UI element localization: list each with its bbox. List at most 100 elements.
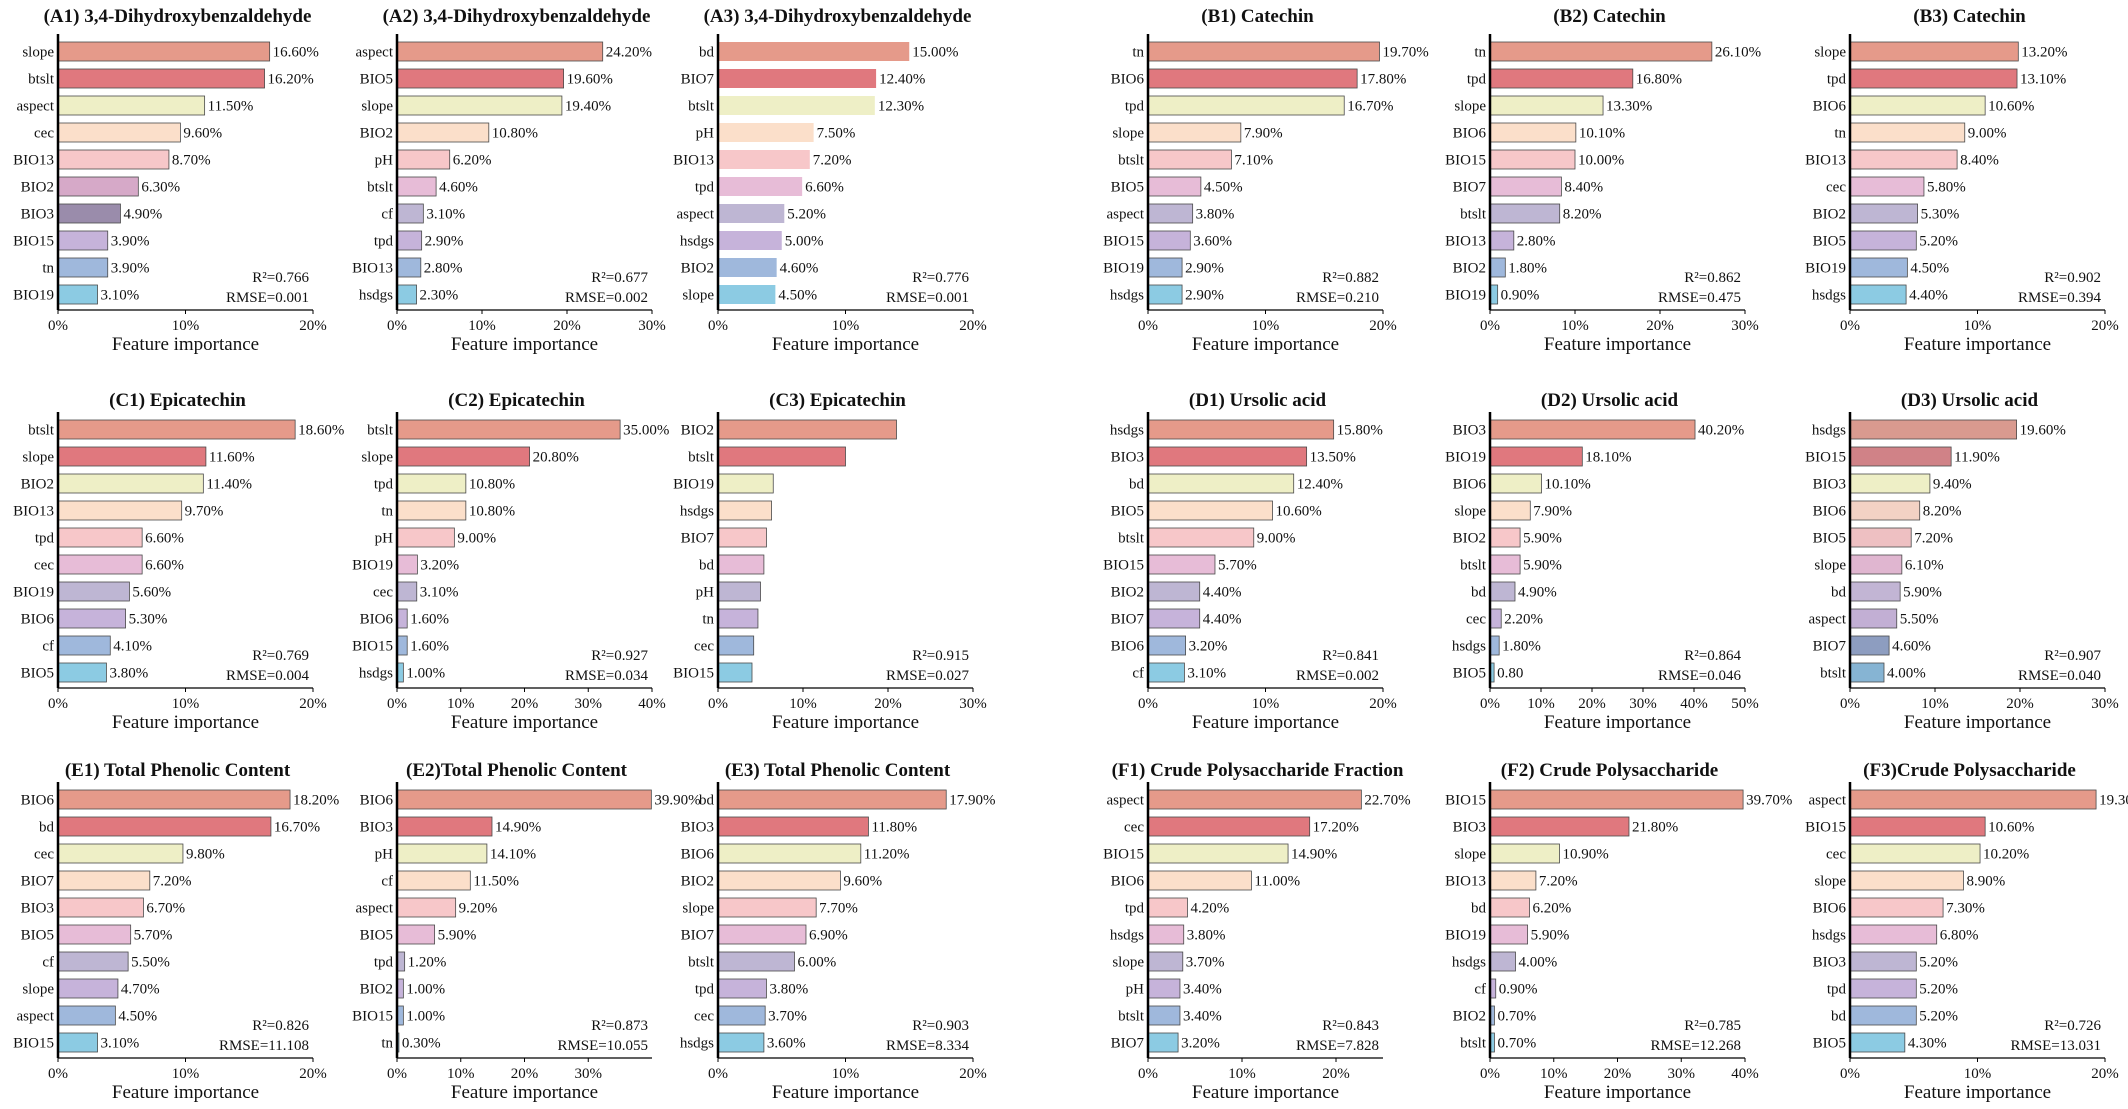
bar bbox=[717, 527, 767, 548]
bar bbox=[396, 608, 408, 629]
bar bbox=[57, 581, 130, 602]
bar bbox=[717, 978, 767, 999]
category-label: tpd bbox=[1467, 72, 1487, 88]
x-tick-label: 20% bbox=[553, 318, 581, 334]
panel-e3: (E3) Total Phenolic Content bd 17.90% BIO3 1… bbox=[680, 760, 996, 1103]
value-label: 2.90% bbox=[1185, 288, 1224, 304]
bar bbox=[396, 789, 652, 810]
x-tick-label: 10% bbox=[447, 1066, 475, 1082]
value-label: 5.60% bbox=[132, 585, 171, 601]
category-label: BIO6 bbox=[1813, 901, 1847, 917]
value-label: 2.90% bbox=[425, 234, 464, 250]
value-label: 1.60% bbox=[410, 639, 449, 655]
x-tick-label: 40% bbox=[1680, 696, 1708, 712]
value-label: 3.70% bbox=[1186, 955, 1225, 971]
category-label: BIO5 bbox=[1813, 234, 1846, 250]
rmse-label: RMSE=0.001 bbox=[226, 290, 309, 306]
value-label: 9.70% bbox=[185, 504, 224, 520]
value-label: 11.50% bbox=[473, 874, 519, 890]
x-tick-label: 30% bbox=[1668, 1066, 1696, 1082]
bar bbox=[1489, 951, 1516, 972]
value-label: 10.80% bbox=[469, 477, 515, 493]
r2-label: R²=0.769 bbox=[252, 648, 309, 664]
category-label: slope bbox=[22, 982, 54, 998]
panel-b2: (B2) Catechin tn 26.10% tpd 16.80% slope 13.30… bbox=[1445, 6, 1761, 355]
category-label: btslt bbox=[688, 450, 715, 466]
value-label: 18.20% bbox=[293, 793, 339, 809]
category-label: cec bbox=[34, 847, 54, 863]
bar bbox=[717, 419, 897, 440]
bar bbox=[396, 203, 424, 224]
r2-label: R²=0.726 bbox=[2044, 1018, 2101, 1034]
category-label: BIO2 bbox=[1453, 531, 1486, 547]
category-label: slope bbox=[361, 99, 393, 115]
panel-title: (F1) Crude Polysaccharide Fraction bbox=[1112, 760, 1404, 781]
category-label: bd bbox=[699, 793, 715, 809]
bar bbox=[1849, 816, 1986, 837]
x-tick-label: 10% bbox=[1252, 696, 1280, 712]
value-label: 13.50% bbox=[1310, 450, 1356, 466]
bar bbox=[1147, 149, 1232, 170]
bar bbox=[57, 527, 143, 548]
r2-label: R²=0.907 bbox=[2044, 648, 2101, 664]
value-label: 4.90% bbox=[1518, 585, 1557, 601]
value-label: 6.90% bbox=[809, 928, 848, 944]
bar bbox=[1147, 554, 1216, 575]
value-label: 5.30% bbox=[129, 612, 168, 628]
value-label: 9.40% bbox=[1933, 477, 1972, 493]
x-tick-label: 20% bbox=[1322, 1066, 1350, 1082]
bar bbox=[57, 95, 206, 116]
rmse-label: RMSE=11.108 bbox=[219, 1038, 309, 1054]
category-label: BIO19 bbox=[673, 477, 714, 493]
bar bbox=[717, 446, 846, 467]
bar bbox=[396, 554, 418, 575]
x-tick-label: 0% bbox=[387, 1066, 407, 1082]
bar bbox=[1489, 789, 1744, 810]
value-label: 7.90% bbox=[1533, 504, 1572, 520]
r2-label: R²=0.927 bbox=[591, 648, 648, 664]
bar bbox=[1849, 230, 1917, 251]
x-tick-label: 0% bbox=[1840, 1066, 1860, 1082]
value-label: 13.30% bbox=[1606, 99, 1652, 115]
bar bbox=[57, 554, 143, 575]
bar bbox=[1147, 816, 1311, 837]
panel-c2: (C2) Epicatechin btslt 35.00% slope 20.80% tp… bbox=[352, 390, 669, 733]
x-axis-title: Feature importance bbox=[1904, 334, 2051, 355]
bar bbox=[1489, 446, 1583, 467]
bar bbox=[717, 1032, 765, 1053]
bar bbox=[57, 897, 144, 918]
x-axis-title: Feature importance bbox=[1192, 1082, 1339, 1103]
panel-title: (B3) Catechin bbox=[1913, 6, 2026, 27]
value-label: 3.90% bbox=[111, 234, 150, 250]
category-label: BIO13 bbox=[1805, 153, 1846, 169]
x-axis-title: Feature importance bbox=[1904, 1082, 2051, 1103]
category-label: BIO7 bbox=[21, 874, 55, 890]
category-label: hsdgs bbox=[1110, 423, 1144, 439]
bar bbox=[717, 870, 841, 891]
bar bbox=[717, 816, 869, 837]
bar bbox=[1489, 500, 1531, 521]
category-label: BIO3 bbox=[1453, 423, 1486, 439]
bar bbox=[396, 446, 531, 467]
category-label: slope bbox=[1814, 558, 1846, 574]
value-label: 9.80% bbox=[186, 847, 225, 863]
category-label: BIO15 bbox=[1103, 234, 1144, 250]
category-label: slope bbox=[22, 45, 54, 61]
bar bbox=[1849, 176, 1925, 197]
value-label: 4.60% bbox=[439, 180, 478, 196]
value-label: 11.40% bbox=[206, 477, 252, 493]
value-label: 3.60% bbox=[767, 1036, 806, 1052]
rmse-label: RMSE=0.001 bbox=[886, 290, 969, 306]
bar bbox=[396, 473, 467, 494]
value-label: 0.70% bbox=[1497, 1036, 1536, 1052]
value-label: 3.10% bbox=[426, 207, 465, 223]
x-tick-label: 0% bbox=[708, 696, 728, 712]
bar bbox=[57, 662, 107, 683]
value-label: 4.90% bbox=[123, 207, 162, 223]
value-label: 6.10% bbox=[1905, 558, 1944, 574]
category-label: BIO2 bbox=[1453, 261, 1486, 277]
bar bbox=[396, 897, 457, 918]
category-label: hsdgs bbox=[1452, 955, 1486, 971]
value-label: 1.60% bbox=[410, 612, 449, 628]
x-tick-label: 10% bbox=[789, 696, 817, 712]
